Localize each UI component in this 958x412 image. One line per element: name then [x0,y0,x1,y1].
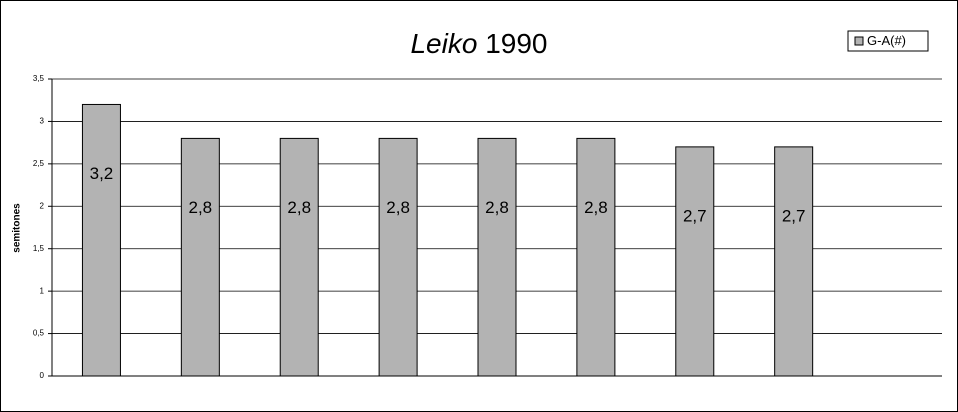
y-tick-label: 1 [40,286,45,295]
data-label: 3,2 [90,164,114,183]
data-label: 2,8 [189,198,213,217]
y-tick-label: 3,5 [33,74,45,83]
data-label: 2,8 [485,198,509,217]
y-tick-label: 2 [40,201,45,210]
bar [675,146,715,377]
y-axis-label: semitones [12,203,23,253]
y-tick-label: 0 [40,371,45,380]
chart-title: Leiko 1990 [410,28,547,59]
y-tick-label: 2,5 [33,159,45,168]
bar [576,137,616,377]
data-label: 2,8 [584,198,608,217]
bar [774,146,814,377]
data-label: 2,8 [287,198,311,217]
data-label: 2,7 [782,206,806,225]
title-year: 1990 [485,28,547,59]
bar [477,137,517,377]
data-label: 2,8 [386,198,410,217]
bar [81,103,121,377]
data-label: 2,7 [683,206,707,225]
legend-box [847,30,929,52]
title-italic: Leiko [410,28,477,59]
bar [180,137,220,377]
bar [279,137,319,377]
legend-swatch [854,36,864,46]
bar [378,137,418,377]
y-tick-label: 3 [40,117,45,126]
y-tick-label: 1,5 [33,244,45,253]
y-tick-label: 0,5 [33,329,45,338]
legend-label: G-A(#) [867,33,906,48]
